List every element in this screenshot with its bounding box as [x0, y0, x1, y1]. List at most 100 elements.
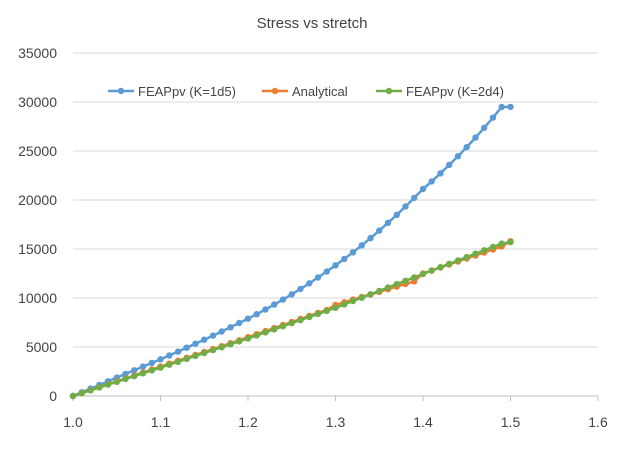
y-tick-label: 15000 — [18, 241, 57, 257]
data-point — [507, 238, 514, 246]
data-point — [472, 134, 479, 141]
data-point — [104, 381, 112, 388]
data-point — [349, 249, 357, 256]
data-point — [411, 194, 418, 202]
data-point — [323, 268, 330, 275]
legend: FEAPpv (K=1d5) Analytical FEAPpv (K=2d4) — [108, 84, 504, 99]
data-point — [288, 291, 295, 298]
x-tick-label: 1.5 — [501, 414, 521, 430]
data-point — [218, 328, 225, 335]
data-point — [192, 340, 199, 347]
data-point — [472, 250, 479, 257]
data-point — [446, 260, 453, 267]
data-point — [148, 367, 155, 374]
axes — [72, 395, 599, 401]
data-point — [314, 274, 322, 281]
data-point — [481, 124, 488, 131]
x-tick-labels: 1.0 1.1 1.2 1.3 1.4 1.5 1.6 — [63, 414, 608, 430]
data-point — [69, 392, 77, 400]
data-point — [183, 355, 190, 362]
data-point — [384, 219, 392, 226]
x-tick-label: 1.2 — [238, 414, 258, 430]
data-point — [306, 313, 313, 321]
data-point — [489, 114, 497, 121]
x-tick-label: 1.0 — [63, 414, 83, 430]
legend-label: Analytical — [292, 84, 348, 99]
data-point — [306, 280, 313, 287]
data-point — [437, 264, 444, 271]
y-tick-label: 10000 — [18, 290, 57, 306]
data-point — [279, 296, 287, 303]
data-point — [454, 153, 462, 160]
data-point — [463, 253, 470, 261]
x-tick-label: 1.3 — [326, 414, 346, 430]
data-point — [139, 363, 147, 370]
data-point — [148, 359, 155, 367]
data-point — [358, 294, 365, 301]
data-point — [463, 143, 470, 151]
data-point — [236, 319, 243, 327]
data-point — [253, 332, 260, 339]
data-point — [201, 349, 208, 357]
data-point — [227, 341, 234, 348]
data-point — [454, 257, 462, 264]
legend-entry-0: FEAPpv (K=1d5) — [108, 84, 236, 99]
data-point — [244, 335, 252, 342]
y-tick-labels: 0 5000 10000 15000 20000 25000 30000 35000 — [18, 45, 57, 404]
data-point — [314, 310, 322, 318]
data-point — [271, 301, 278, 308]
data-point — [131, 367, 138, 374]
data-point — [157, 364, 164, 371]
data-point — [481, 247, 488, 254]
data-point — [393, 280, 400, 288]
data-point — [279, 323, 287, 330]
series-group — [69, 103, 514, 400]
data-point — [78, 390, 86, 397]
series-2 — [69, 238, 514, 400]
data-point — [367, 234, 374, 242]
gridlines — [73, 52, 598, 348]
legend-label: FEAPpv (K=1d5) — [138, 84, 236, 99]
data-point — [209, 332, 217, 339]
y-tick-label: 25000 — [18, 143, 57, 159]
data-point — [358, 242, 365, 249]
data-point — [402, 277, 409, 284]
data-point — [419, 185, 427, 193]
legend-marker — [271, 87, 279, 95]
data-point — [507, 103, 514, 111]
data-point — [332, 304, 339, 311]
data-point — [446, 161, 453, 169]
data-point — [87, 387, 94, 394]
data-point — [209, 346, 217, 354]
data-point — [367, 291, 374, 298]
legend-entry-2: FEAPpv (K=2d4) — [376, 84, 504, 99]
data-point — [402, 203, 409, 210]
data-point — [113, 378, 121, 385]
chart-title: Stress vs stretch — [257, 15, 368, 32]
data-point — [489, 243, 497, 251]
data-point — [411, 274, 418, 281]
data-point — [174, 348, 182, 355]
data-point — [332, 262, 339, 269]
legend-label: FEAPpv (K=2d4) — [406, 84, 504, 99]
data-point — [349, 297, 357, 305]
data-point — [192, 352, 199, 360]
data-point — [157, 356, 164, 363]
data-point — [183, 344, 190, 351]
data-point — [174, 358, 182, 365]
data-point — [419, 270, 427, 278]
data-point — [236, 338, 243, 345]
data-point — [376, 287, 383, 295]
data-point — [323, 307, 330, 315]
data-point — [166, 352, 173, 359]
y-tick-label: 35000 — [18, 45, 57, 61]
data-point — [227, 324, 234, 331]
data-point — [428, 178, 435, 185]
data-point — [297, 316, 304, 324]
data-point — [341, 301, 348, 308]
y-tick-label: 20000 — [18, 192, 57, 208]
legend-marker — [385, 87, 393, 95]
data-point — [384, 284, 392, 291]
data-point — [122, 375, 129, 383]
